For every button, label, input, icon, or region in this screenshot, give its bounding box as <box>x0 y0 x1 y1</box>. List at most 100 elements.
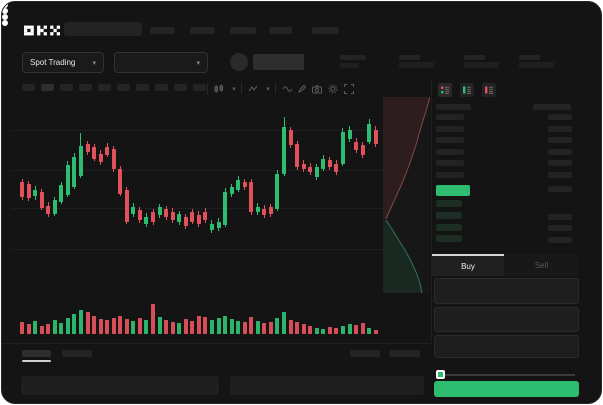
candle[interactable] <box>295 144 300 167</box>
candle[interactable] <box>170 212 175 220</box>
candle[interactable] <box>131 207 136 214</box>
nav-item[interactable] <box>150 27 175 34</box>
fullscreen-icon[interactable] <box>343 83 355 95</box>
bid-row-size[interactable] <box>436 235 462 242</box>
candle[interactable] <box>223 192 227 225</box>
candle[interactable] <box>157 207 162 215</box>
bid-row-size[interactable] <box>436 212 462 219</box>
ask-row-size[interactable] <box>436 172 464 178</box>
bid-row-price[interactable] <box>548 214 572 220</box>
candle[interactable] <box>249 182 254 212</box>
candle[interactable] <box>164 209 169 217</box>
candle[interactable] <box>85 144 90 152</box>
draw-icon[interactable] <box>296 83 308 95</box>
candle[interactable] <box>203 212 208 220</box>
chevron-down-icon[interactable]: ▾ <box>266 86 270 93</box>
nav-item[interactable] <box>312 27 339 34</box>
candle[interactable] <box>275 174 280 209</box>
ask-row-size[interactable] <box>436 114 464 120</box>
candle[interactable] <box>268 207 273 214</box>
candle[interactable] <box>59 185 64 202</box>
candle[interactable] <box>52 200 57 214</box>
bid-row-price[interactable] <box>548 237 572 243</box>
amount-slider-track[interactable] <box>440 374 575 376</box>
chart-bottom-tab[interactable] <box>62 350 92 357</box>
line-style-icon[interactable] <box>281 83 293 95</box>
candle[interactable] <box>308 167 313 172</box>
candle[interactable] <box>196 215 201 224</box>
timeframe-button[interactable] <box>22 84 35 91</box>
order-total-input[interactable] <box>434 335 579 358</box>
candlestick-chart[interactable] <box>2 97 432 292</box>
candle[interactable] <box>177 214 182 222</box>
candle[interactable] <box>354 142 359 150</box>
slider-stop[interactable] <box>2 14 8 20</box>
candle[interactable] <box>229 187 234 194</box>
order-price-input[interactable] <box>434 278 579 304</box>
candle[interactable] <box>327 160 332 167</box>
last-price-badge[interactable] <box>436 185 470 196</box>
book-asks-icon[interactable] <box>482 83 496 97</box>
nav-item[interactable] <box>230 27 256 34</box>
candle[interactable] <box>20 182 24 197</box>
tab-sell[interactable]: Sell <box>504 254 579 276</box>
candle[interactable] <box>314 167 319 177</box>
ask-row-size[interactable] <box>436 137 464 143</box>
candle[interactable] <box>111 149 116 169</box>
bottom-panel-left[interactable] <box>21 376 219 395</box>
ask-row-price[interactable] <box>548 160 572 166</box>
candle[interactable] <box>33 190 38 196</box>
bid-row-price[interactable] <box>548 225 572 231</box>
slider-stop[interactable] <box>2 2 8 8</box>
candle[interactable] <box>72 157 77 187</box>
timeframe-button[interactable] <box>41 84 54 91</box>
candle[interactable] <box>255 207 260 212</box>
timeframe-button[interactable] <box>155 84 168 91</box>
nav-item[interactable] <box>190 27 215 34</box>
candle[interactable] <box>46 206 51 214</box>
ask-row-price[interactable] <box>548 149 572 155</box>
ask-row-price[interactable] <box>548 172 572 178</box>
ask-row-price[interactable] <box>548 137 572 143</box>
candle[interactable] <box>39 192 44 208</box>
okx-logo[interactable] <box>24 23 60 41</box>
ask-row-price[interactable] <box>548 114 572 120</box>
candle[interactable] <box>301 164 306 169</box>
candle[interactable] <box>144 217 149 224</box>
timeframe-button[interactable] <box>174 84 187 91</box>
candle[interactable] <box>92 147 96 159</box>
timeframe-button[interactable] <box>79 84 92 91</box>
indicator-icon[interactable] <box>247 83 259 95</box>
candle[interactable] <box>360 145 365 155</box>
timeframe-button[interactable] <box>117 84 130 91</box>
candle[interactable] <box>282 127 286 174</box>
ask-row-size[interactable] <box>436 160 464 166</box>
timeframe-button[interactable] <box>193 84 206 91</box>
candle[interactable] <box>209 224 214 230</box>
timeframe-button[interactable] <box>136 84 149 91</box>
candle[interactable] <box>183 217 188 226</box>
candle[interactable] <box>118 169 123 194</box>
candle[interactable] <box>288 130 293 145</box>
candle[interactable] <box>334 164 339 172</box>
ask-row-price[interactable] <box>548 126 572 132</box>
candle[interactable] <box>373 130 378 144</box>
tab-buy[interactable]: Buy <box>432 254 504 276</box>
candle[interactable] <box>236 180 241 190</box>
book-both-icon[interactable] <box>438 83 452 97</box>
chart-type-icon[interactable] <box>213 83 225 95</box>
nav-item[interactable] <box>269 27 292 34</box>
chevron-down-icon[interactable]: ▾ <box>232 86 236 93</box>
bid-row-price[interactable] <box>548 186 572 192</box>
buy-submit-button[interactable] <box>434 381 579 397</box>
bid-row-size[interactable] <box>436 200 462 207</box>
search-input[interactable] <box>64 22 142 36</box>
candle[interactable] <box>65 165 70 195</box>
chart-bottom-action[interactable] <box>389 350 420 357</box>
candle[interactable] <box>367 124 372 142</box>
ask-row-size[interactable] <box>436 149 464 155</box>
candle[interactable] <box>78 146 83 176</box>
settings-icon[interactable] <box>327 83 339 95</box>
ask-row-size[interactable] <box>436 126 464 132</box>
slider-stop[interactable] <box>2 20 8 26</box>
